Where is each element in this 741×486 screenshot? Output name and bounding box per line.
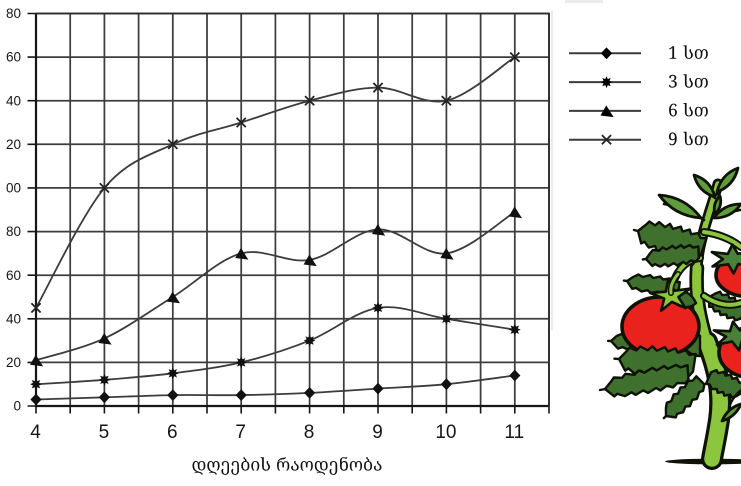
svg-text:9: 9: [372, 422, 383, 443]
svg-text:7: 7: [235, 422, 246, 443]
svg-text:60: 60: [6, 268, 21, 283]
svg-text:20: 20: [6, 355, 21, 370]
svg-text:60: 60: [6, 50, 21, 65]
svg-text:10: 10: [435, 422, 456, 443]
svg-text:6: 6: [167, 422, 178, 443]
svg-text:5: 5: [99, 422, 110, 443]
svg-text:8: 8: [304, 422, 315, 443]
svg-text:00: 00: [6, 181, 21, 196]
svg-text:80: 80: [6, 224, 21, 239]
svg-text:40: 40: [6, 311, 21, 326]
svg-text:11: 11: [504, 422, 524, 443]
svg-text:20: 20: [6, 137, 21, 152]
svg-text:4: 4: [30, 422, 41, 443]
svg-text:40: 40: [6, 93, 21, 108]
svg-text:80: 80: [6, 6, 21, 21]
svg-text:0: 0: [13, 399, 21, 414]
